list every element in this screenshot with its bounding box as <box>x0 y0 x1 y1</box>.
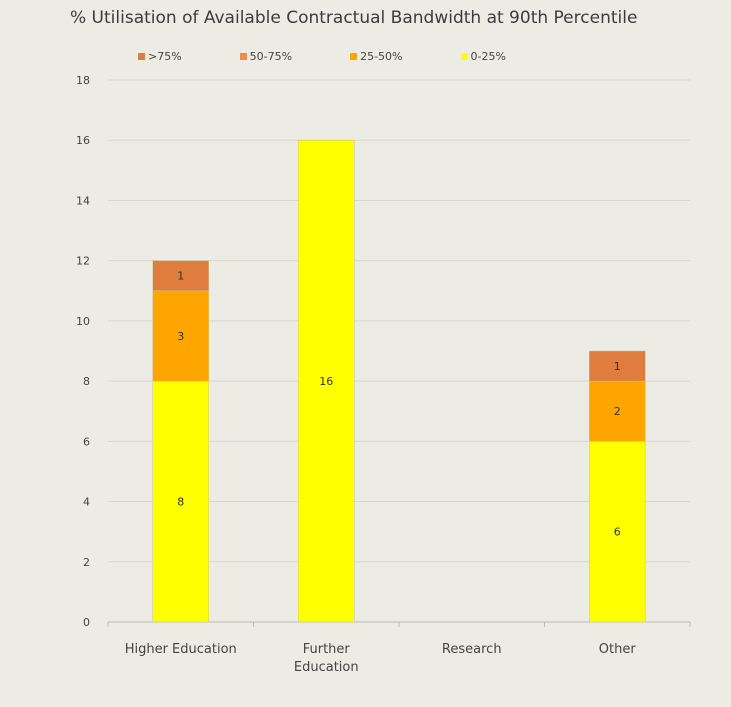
legend-item: 50-75% <box>239 50 293 63</box>
bar-segment <box>298 139 355 623</box>
y-tick-label: 0 <box>83 616 90 629</box>
legend-swatch <box>239 53 247 60</box>
x-category-label: Higher Education <box>125 642 237 657</box>
legend-swatch <box>138 53 145 60</box>
x-category-label: Education <box>294 660 359 675</box>
data-label: 16 <box>319 375 333 388</box>
chart-legend: >75% 50-75% 25-50% 0-25% <box>138 50 506 63</box>
legend-swatch <box>350 53 358 60</box>
x-category-label: Research <box>442 642 502 657</box>
data-label: 8 <box>177 496 184 509</box>
bar-segment <box>152 290 209 382</box>
y-tick-label: 10 <box>76 315 90 328</box>
legend-label: >75% <box>148 50 182 63</box>
data-label: 1 <box>177 270 184 283</box>
x-category-label: Further <box>303 642 351 657</box>
data-label: 1 <box>614 360 621 373</box>
legend-label: 0-25% <box>470 50 506 63</box>
x-category-label: Other <box>599 642 637 657</box>
y-tick-label: 8 <box>83 375 90 388</box>
y-tick-label: 14 <box>76 194 90 207</box>
bar-segment <box>589 441 646 623</box>
y-tick-label: 18 <box>76 74 90 87</box>
y-tick-label: 12 <box>76 255 90 268</box>
data-label: 3 <box>177 330 184 343</box>
bar-segment <box>589 350 646 382</box>
data-label: 2 <box>614 405 621 418</box>
chart-title: % Utilisation of Available Contractual B… <box>70 8 638 28</box>
legend-swatch <box>460 53 468 60</box>
legend-item: 25-50% <box>350 50 403 63</box>
data-label: 6 <box>614 526 621 539</box>
legend-item: >75% <box>138 50 182 63</box>
y-tick-label: 2 <box>83 556 90 569</box>
y-tick-label: 6 <box>83 435 90 448</box>
bar-segment <box>152 380 209 623</box>
legend-label: 50-75% <box>249 50 293 63</box>
bar-segment <box>589 380 646 442</box>
y-tick-label: 16 <box>76 134 90 147</box>
y-tick-label: 4 <box>83 496 90 509</box>
bar-segment <box>152 260 209 292</box>
legend-label: 25-50% <box>360 50 403 63</box>
legend-item: 0-25% <box>460 50 506 63</box>
